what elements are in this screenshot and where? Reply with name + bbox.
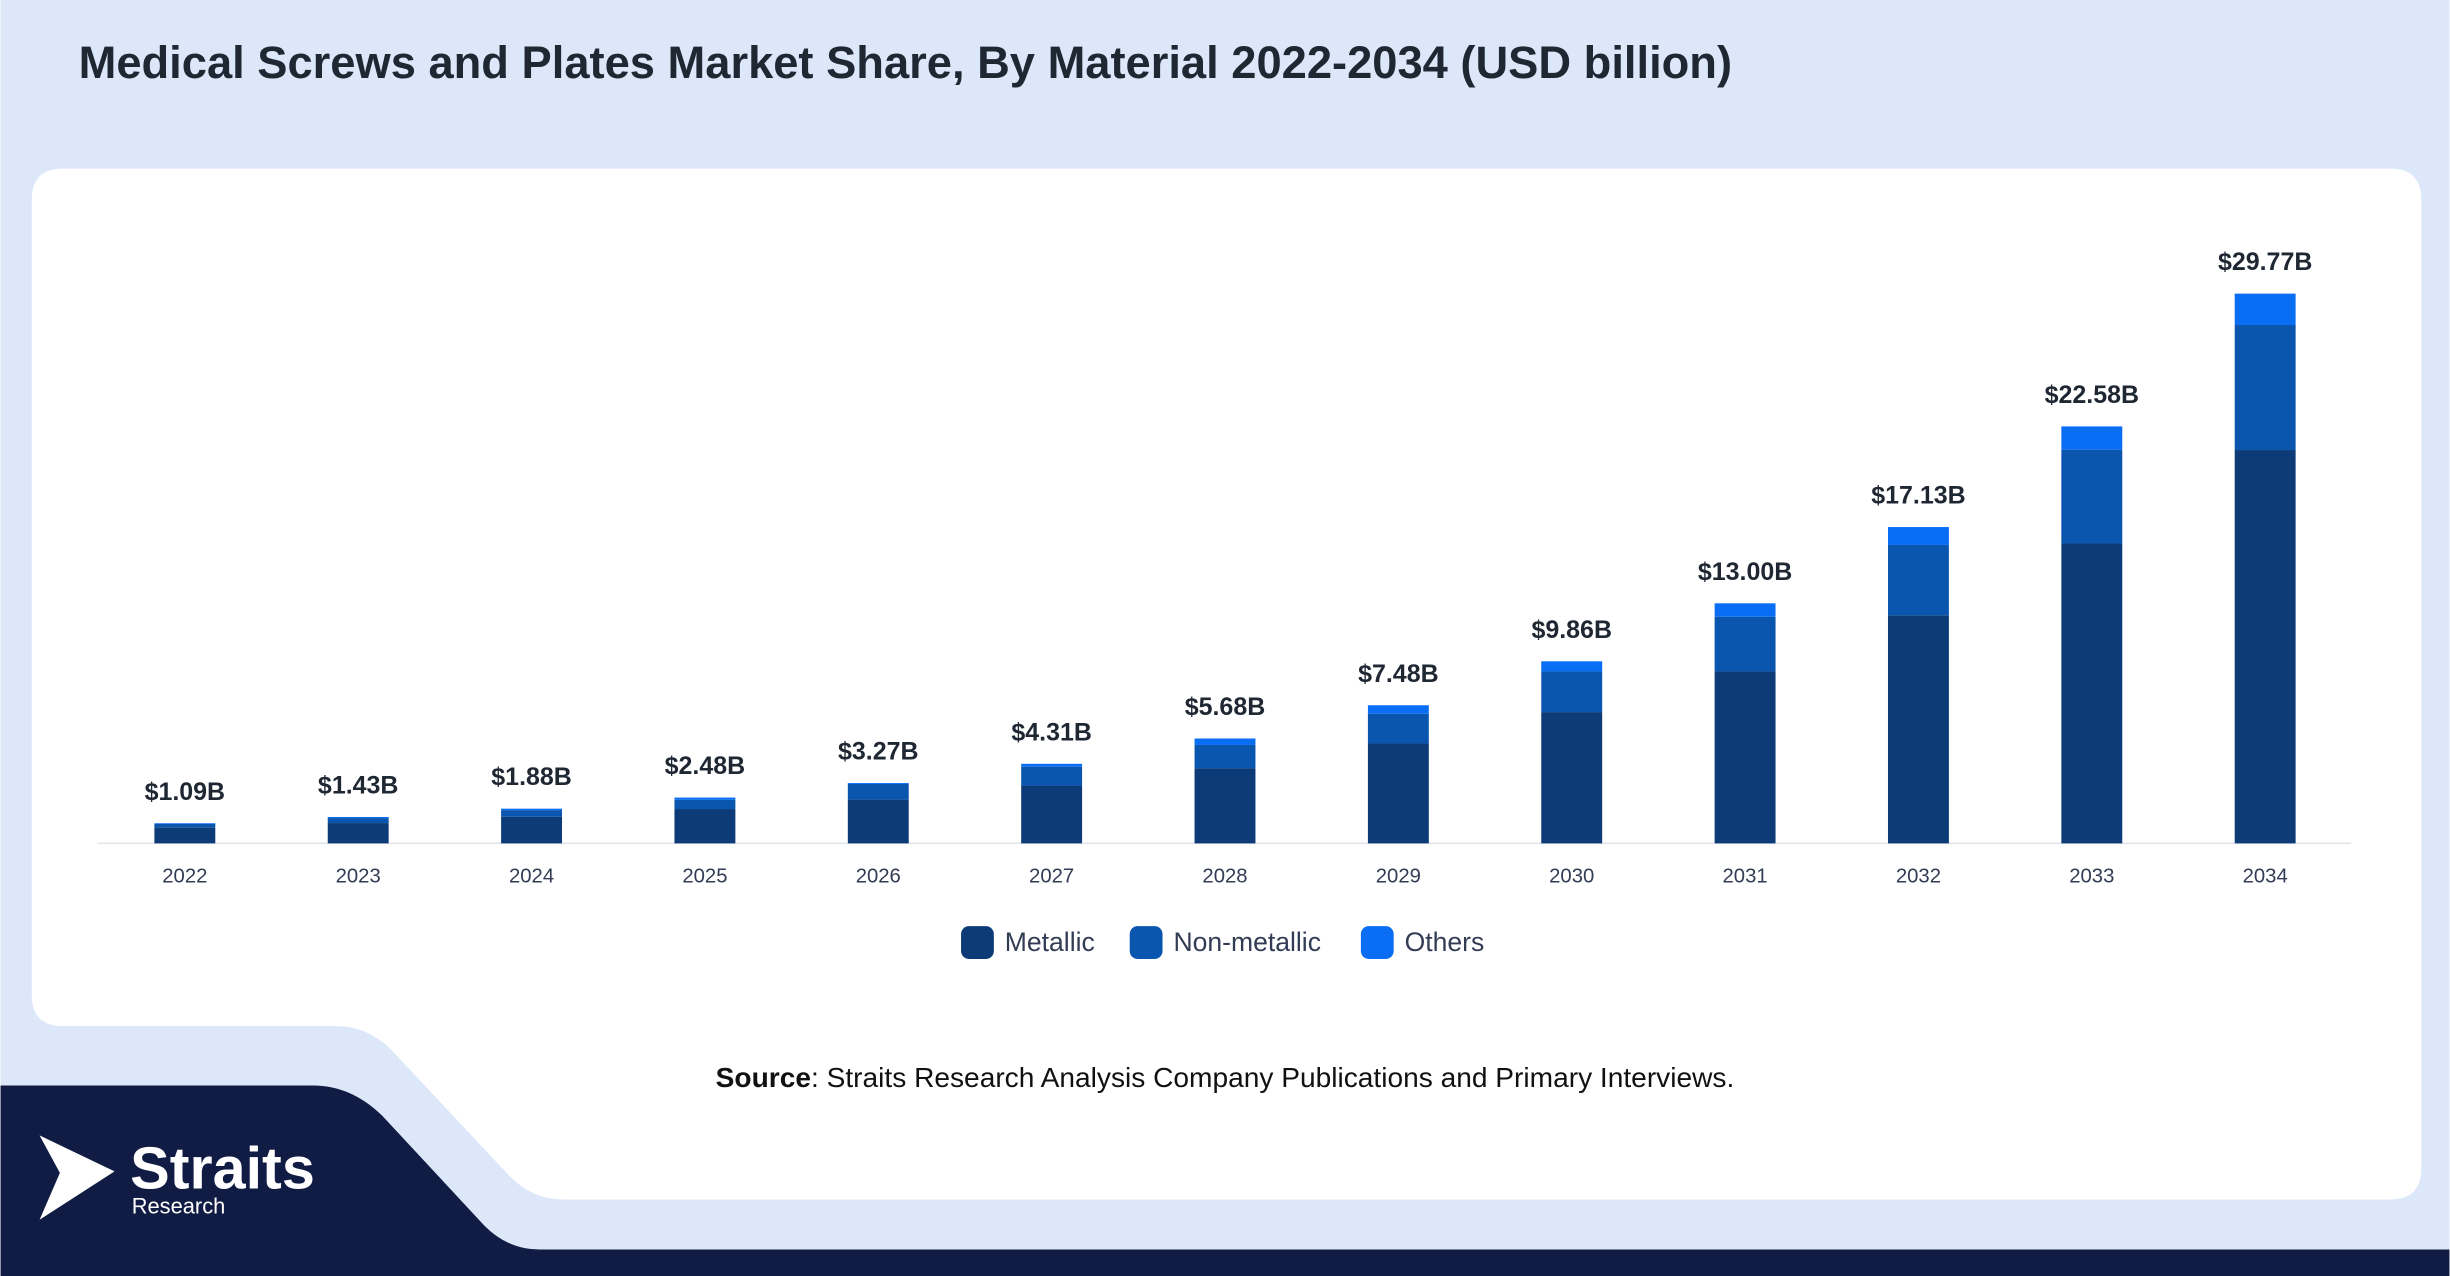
x-tick-label: 2027 xyxy=(1029,865,1074,887)
source-text: : Straits Research Analysis Company Publ… xyxy=(811,1062,1734,1093)
total-label: $13.00B xyxy=(1698,558,1792,586)
footer-band xyxy=(0,1085,2450,1276)
legend-swatch xyxy=(1360,926,1394,959)
bar-segment xyxy=(674,799,736,810)
bar-segment xyxy=(2234,450,2296,844)
bar-segment xyxy=(1367,713,1429,744)
bar-segment xyxy=(674,797,736,800)
x-tick-label: 2028 xyxy=(1202,865,1247,887)
x-tick-label: 2034 xyxy=(2243,865,2288,887)
bar-segment xyxy=(1021,766,1083,786)
legend-label: Others xyxy=(1405,927,1485,957)
x-tick-label: 2025 xyxy=(682,865,727,887)
total-label: $9.86B xyxy=(1531,616,1612,644)
bar-segment xyxy=(2061,426,2123,450)
bar-segment xyxy=(501,808,563,811)
panel xyxy=(31,168,2422,1200)
bar-segment xyxy=(674,809,736,844)
bar-segment xyxy=(327,816,389,819)
total-label: $5.68B xyxy=(1185,693,1266,721)
bar-segment xyxy=(1541,671,1603,713)
total-label: $29.77B xyxy=(2218,248,2312,276)
chart-title: Medical Screws and Plates Market Share, … xyxy=(79,37,1732,88)
x-tick-label: 2030 xyxy=(1549,865,1594,887)
bar-segment xyxy=(847,782,909,784)
total-label: $4.31B xyxy=(1011,718,1092,746)
bar-segment xyxy=(1194,744,1256,769)
logo-name: Straits xyxy=(130,1135,315,1202)
total-label: $3.27B xyxy=(838,738,919,766)
bar-segment xyxy=(1714,603,1776,617)
legend-swatch xyxy=(961,926,994,959)
legend-label: Non-metallic xyxy=(1173,927,1321,957)
total-label: $22.58B xyxy=(2045,381,2139,409)
bar-segment xyxy=(1194,738,1256,745)
bar-segment xyxy=(2061,543,2123,844)
bar-segment xyxy=(2234,293,2296,326)
bar-segment xyxy=(1021,763,1083,767)
x-tick-label: 2029 xyxy=(1376,865,1421,887)
bar-segment xyxy=(1541,661,1603,672)
bar-segment xyxy=(501,810,563,817)
bar-segment xyxy=(847,783,909,800)
bar-segment xyxy=(327,818,389,824)
total-label: $2.48B xyxy=(665,752,746,780)
source: Source: Straits Research Analysis Compan… xyxy=(716,1062,1735,1093)
legend-swatch xyxy=(1129,926,1163,959)
bar-segment xyxy=(2234,325,2296,451)
total-label: $1.88B xyxy=(491,763,572,791)
total-label: $7.48B xyxy=(1358,660,1439,688)
bar-segment xyxy=(1367,705,1429,714)
x-tick-label: 2026 xyxy=(856,865,901,887)
x-tick-label: 2031 xyxy=(1723,865,1768,887)
x-tick-label: 2033 xyxy=(2069,865,2114,887)
total-label: $1.09B xyxy=(145,778,226,806)
bar-segment xyxy=(1714,671,1776,844)
x-tick-label: 2022 xyxy=(162,865,207,887)
bar-segment xyxy=(501,816,563,844)
bar-segment xyxy=(154,823,216,824)
bar-segment xyxy=(1714,616,1776,672)
source-label: Source xyxy=(716,1062,811,1093)
bar-segment xyxy=(154,827,216,844)
bar-segment xyxy=(1887,544,1949,616)
x-tick-label: 2023 xyxy=(336,865,381,887)
bar-segment xyxy=(2061,449,2123,544)
x-tick-label: 2032 xyxy=(1896,865,1941,887)
bar-segment xyxy=(154,823,216,828)
legend-label: Metallic xyxy=(1005,927,1095,957)
bar-segment xyxy=(1541,712,1603,844)
bar-segment xyxy=(1021,785,1083,844)
logo-icon xyxy=(39,1135,115,1220)
x-tick-label: 2024 xyxy=(509,865,554,887)
bar-segment xyxy=(1194,768,1256,844)
bar-segment xyxy=(1367,743,1429,844)
bar-segment xyxy=(1887,527,1949,545)
bar-segment xyxy=(847,799,909,844)
bar-segment xyxy=(327,823,389,844)
total-label: $1.43B xyxy=(318,772,399,800)
logo-sub: Research xyxy=(132,1194,226,1219)
total-label: $17.13B xyxy=(1871,482,1965,510)
bar-segment xyxy=(1887,615,1949,844)
